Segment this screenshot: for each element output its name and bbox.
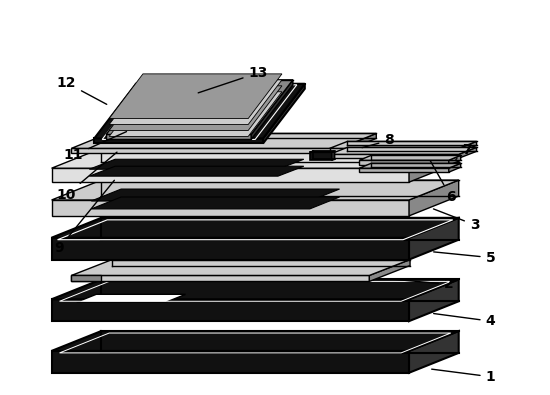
Polygon shape xyxy=(106,80,293,134)
Polygon shape xyxy=(109,86,282,130)
Text: 6: 6 xyxy=(430,161,455,204)
Polygon shape xyxy=(370,260,410,281)
Polygon shape xyxy=(114,130,243,135)
Polygon shape xyxy=(409,331,459,373)
Polygon shape xyxy=(52,180,459,200)
Polygon shape xyxy=(409,149,459,182)
Polygon shape xyxy=(332,151,334,160)
Polygon shape xyxy=(72,149,339,153)
Polygon shape xyxy=(106,134,251,139)
Polygon shape xyxy=(72,275,370,281)
Polygon shape xyxy=(449,155,461,165)
Text: 11: 11 xyxy=(64,132,126,162)
Polygon shape xyxy=(52,279,459,299)
Polygon shape xyxy=(339,134,376,153)
Polygon shape xyxy=(89,159,304,169)
Polygon shape xyxy=(52,149,459,168)
Polygon shape xyxy=(329,141,476,149)
Polygon shape xyxy=(94,84,305,138)
Polygon shape xyxy=(89,166,304,176)
Polygon shape xyxy=(109,92,282,136)
Polygon shape xyxy=(91,189,339,201)
Polygon shape xyxy=(52,168,409,182)
Polygon shape xyxy=(116,91,273,130)
Polygon shape xyxy=(52,351,409,373)
Polygon shape xyxy=(72,275,101,281)
Polygon shape xyxy=(409,180,459,216)
Polygon shape xyxy=(52,200,409,216)
Polygon shape xyxy=(243,88,277,135)
Polygon shape xyxy=(91,197,339,209)
Polygon shape xyxy=(409,218,459,260)
Polygon shape xyxy=(359,160,449,165)
Text: 3: 3 xyxy=(433,209,480,232)
Polygon shape xyxy=(114,88,277,130)
Text: 8: 8 xyxy=(362,134,394,148)
Polygon shape xyxy=(52,331,459,351)
Polygon shape xyxy=(329,154,459,158)
Text: 9: 9 xyxy=(54,180,114,255)
Polygon shape xyxy=(310,151,334,152)
Polygon shape xyxy=(52,299,409,321)
Text: 4: 4 xyxy=(433,314,496,328)
Text: 5: 5 xyxy=(433,250,496,265)
Polygon shape xyxy=(359,168,449,172)
Polygon shape xyxy=(263,84,305,143)
Polygon shape xyxy=(72,260,410,275)
Text: 10: 10 xyxy=(57,152,117,202)
Polygon shape xyxy=(459,141,476,152)
Polygon shape xyxy=(329,147,476,154)
Polygon shape xyxy=(310,152,332,160)
Text: 12: 12 xyxy=(57,76,107,104)
Polygon shape xyxy=(329,149,459,152)
Text: 1: 1 xyxy=(432,369,496,384)
Polygon shape xyxy=(449,163,461,172)
Polygon shape xyxy=(72,134,376,149)
Text: 13: 13 xyxy=(198,66,268,93)
Polygon shape xyxy=(94,138,263,143)
Text: 7: 7 xyxy=(456,143,471,160)
Polygon shape xyxy=(359,163,461,168)
Polygon shape xyxy=(76,294,186,302)
Polygon shape xyxy=(109,80,282,124)
Polygon shape xyxy=(459,147,476,158)
Polygon shape xyxy=(52,238,409,260)
Polygon shape xyxy=(359,155,461,160)
Polygon shape xyxy=(109,74,282,118)
Polygon shape xyxy=(409,279,459,321)
Polygon shape xyxy=(251,80,293,139)
Polygon shape xyxy=(52,218,459,238)
Text: 2: 2 xyxy=(387,277,454,292)
